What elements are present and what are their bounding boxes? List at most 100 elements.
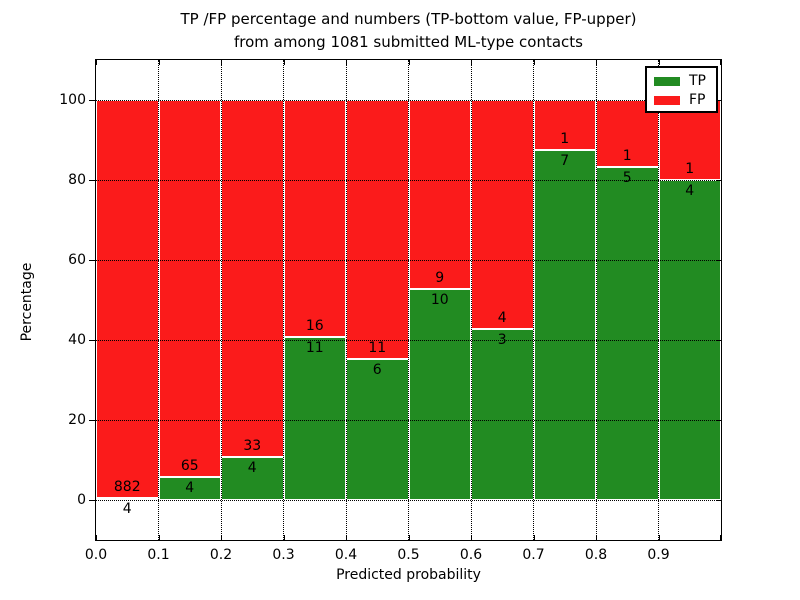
gridline-v <box>158 60 159 540</box>
tick-x-top <box>408 60 410 65</box>
y-tick-label: 40 <box>68 332 86 348</box>
gridline-v <box>220 60 222 540</box>
tick-y-left <box>89 100 95 101</box>
bar-segment-fp <box>221 100 284 457</box>
bar-label-fp: 4 <box>497 309 507 326</box>
tick-x-bottom <box>658 535 660 540</box>
x-tick-label: 0.7 <box>522 547 545 563</box>
tick-x-top <box>283 60 285 65</box>
bar-label-fp: 882 <box>113 479 141 496</box>
y-tick-label: 100 <box>59 92 86 108</box>
bar-segment-fp <box>471 100 534 329</box>
tick-x-bottom <box>346 535 347 540</box>
bar-label-fp: 65 <box>180 457 199 474</box>
bar-label-fp: 1 <box>622 147 632 164</box>
tick-x-top <box>720 60 721 65</box>
legend-label-fp: FP <box>689 92 706 108</box>
gridline-v <box>345 60 347 540</box>
tick-x-top <box>221 60 222 65</box>
x-tick-label: 0.5 <box>397 547 420 563</box>
gridline-v <box>658 60 659 540</box>
bar-label-tp: 4 <box>185 479 195 496</box>
bar-segment-fp <box>346 100 409 359</box>
bar-label-tp: 3 <box>497 331 507 348</box>
tick-y-left <box>89 420 95 421</box>
bar-label-fp: 11 <box>368 339 387 356</box>
legend: TP FP <box>645 66 718 113</box>
x-tick-label: 0.6 <box>459 547 483 563</box>
tick-x-top <box>471 60 472 65</box>
tick-x-bottom <box>471 535 472 540</box>
bar-label-tp: 4 <box>247 459 257 476</box>
gridline-v <box>283 60 284 540</box>
tick-x-bottom <box>96 535 97 540</box>
x-tick-label: 0.3 <box>272 547 295 563</box>
tick-y-right <box>716 260 721 261</box>
tick-x-bottom <box>283 535 285 540</box>
legend-label-tp: TP <box>689 73 706 89</box>
tick-x-top <box>158 60 160 65</box>
legend-item-fp: FP <box>654 91 716 110</box>
tick-y-left <box>89 500 95 501</box>
bar-label-fp: 1 <box>685 161 695 177</box>
y-tick-label: 20 <box>68 412 86 428</box>
x-tick-label: 0.2 <box>209 547 233 563</box>
y-tick-label: 60 <box>68 252 86 268</box>
bar-segment-tp <box>533 150 596 500</box>
x-axis-label: Predicted probability <box>336 567 481 583</box>
tick-y-left <box>89 340 95 341</box>
bar-label-fp: 33 <box>243 437 262 454</box>
fp-swatch-icon <box>654 96 680 105</box>
bar-label-fp: 9 <box>435 270 445 287</box>
bar-label-fp: 1 <box>560 131 570 147</box>
x-tick-label: 0.9 <box>647 547 670 563</box>
x-tick-label: 0.1 <box>147 547 170 563</box>
tick-x-top <box>96 60 97 65</box>
bar-label-tp: 6 <box>372 361 382 378</box>
bar-segment-tp <box>346 358 409 500</box>
tick-y-left <box>89 260 95 261</box>
tick-y-left <box>89 180 95 181</box>
tick-x-top <box>658 60 660 65</box>
gridline-v <box>408 60 409 540</box>
x-tick-label: 0.8 <box>584 547 608 563</box>
bar-segment-fp <box>283 100 346 338</box>
y-axis-label: Percentage <box>19 262 35 342</box>
legend-item-tp: TP <box>654 72 716 91</box>
tick-x-top <box>346 60 347 65</box>
tick-x-top <box>596 60 597 65</box>
tick-x-top <box>533 60 535 65</box>
bar-segment-tp <box>408 289 471 500</box>
x-tick-label: 0.4 <box>334 547 358 563</box>
bar-label-tp: 10 <box>430 292 449 309</box>
bar-label-fp: 16 <box>305 318 324 335</box>
tick-x-bottom <box>221 535 222 540</box>
y-tick-label: 0 <box>77 492 86 508</box>
tick-x-bottom <box>596 535 597 540</box>
tick-y-right <box>716 340 721 341</box>
tp-swatch-icon <box>654 77 680 86</box>
tick-x-bottom <box>408 535 410 540</box>
bar-segment-tp <box>283 337 346 500</box>
chart-title-line2: from among 1081 submitted ML-type contac… <box>234 33 583 51</box>
chart-title-line1: TP /FP percentage and numbers (TP-bottom… <box>180 10 637 28</box>
y-tick-label: 80 <box>68 172 86 188</box>
chart-title: TP /FP percentage and numbers (TP-bottom… <box>96 8 721 54</box>
bar-label-tp: 4 <box>685 183 695 199</box>
tick-y-right <box>716 420 721 421</box>
plot-area: 882 4 65 4 33 4 16 11 11 6 9 10 4 3 1 7 1 5 1 4 <box>89 59 722 541</box>
gridline-v <box>595 60 597 540</box>
bar-label-tp: 4 <box>122 501 132 518</box>
tick-y-right <box>716 180 721 181</box>
tick-y-right <box>716 500 721 501</box>
bar-segment-fp <box>96 100 159 499</box>
tick-x-bottom <box>720 535 721 540</box>
bar-segment-fp <box>408 100 471 290</box>
bar-segment-tp <box>471 328 534 500</box>
x-tick-label: 0.0 <box>84 547 108 563</box>
tick-x-bottom <box>158 535 160 540</box>
gridline-v <box>533 60 534 540</box>
bar-label-tp: 11 <box>305 340 324 357</box>
tick-x-bottom <box>533 535 535 540</box>
